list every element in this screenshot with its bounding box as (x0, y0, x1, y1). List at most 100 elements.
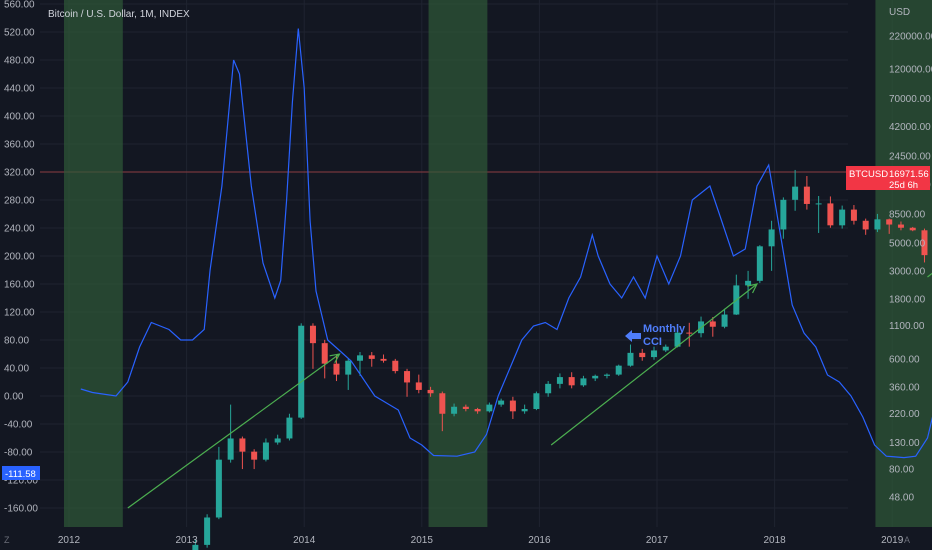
candle-body (603, 374, 610, 376)
annotation-line1: Monthly (643, 323, 686, 335)
candle-body (521, 408, 528, 412)
corner-left-icon[interactable]: Z (4, 535, 10, 545)
candle (592, 374, 599, 382)
candle-body (298, 325, 305, 418)
candle-body (745, 280, 752, 286)
candle-body (227, 438, 234, 460)
candle (815, 195, 822, 233)
left-tick-label: 480.00 (4, 56, 35, 67)
candle-body (545, 383, 552, 394)
countdown-label: 25d 6h (889, 180, 918, 191)
right-tick-label: 70000.00 (889, 94, 931, 105)
candle-body (651, 350, 657, 358)
candle-body (909, 227, 916, 231)
candle-body (474, 408, 481, 412)
x-tick-label: 2019 (881, 535, 904, 546)
candle (521, 404, 528, 414)
candle (192, 539, 199, 550)
candle (545, 381, 552, 397)
x-tick-label: 2014 (293, 535, 316, 546)
candle (309, 323, 316, 369)
left-tick-label: 160.00 (4, 280, 35, 291)
candle-body (498, 400, 505, 405)
right-tick-label: 80.00 (889, 465, 914, 476)
right-tick-label: 42000.00 (889, 122, 931, 133)
left-tick-label: 400.00 (4, 112, 35, 123)
candle-body (627, 352, 634, 366)
candle (651, 346, 657, 360)
arrow-head-icon (329, 353, 341, 364)
left-tick-label: 80.00 (4, 336, 29, 347)
candle (474, 407, 481, 414)
price-badge: BTCUSD 16971.56 25d 6h (846, 166, 930, 191)
candle-body (839, 209, 846, 226)
candle (709, 317, 716, 337)
trend-arrows (127, 272, 932, 509)
candle (415, 374, 422, 394)
left-tick-label: 320.00 (4, 168, 35, 179)
trend-arrow-line (127, 353, 340, 509)
candle (768, 220, 775, 271)
candle-body (262, 442, 269, 460)
right-axis: 220000.00 120000.00 70000.00 42000.00 24500.… (889, 32, 932, 504)
right-axis-label: USD (889, 7, 910, 18)
candle-body (204, 517, 211, 545)
candle (368, 352, 375, 367)
cci-badge-box (2, 466, 40, 480)
right-tick-label: 24500.00 (889, 152, 931, 163)
candle-body (592, 375, 599, 379)
candle (639, 348, 646, 361)
right-tick-label: 48.00 (889, 493, 914, 504)
candle (321, 339, 328, 379)
price-candles (192, 169, 928, 550)
candle (686, 322, 693, 347)
candle-body (874, 219, 881, 230)
left-tick-label: 40.00 (4, 364, 29, 375)
candle (462, 404, 469, 412)
highlight-region (428, 0, 488, 527)
candle (792, 169, 799, 211)
candle-body (780, 199, 787, 230)
left-tick-label: 280.00 (4, 196, 35, 207)
candle (498, 398, 505, 407)
candle (897, 221, 904, 231)
candle (568, 372, 575, 389)
candle (756, 245, 763, 284)
x-axis: 2012201320142015201620172018201920202021… (58, 535, 904, 546)
candle (874, 213, 881, 233)
corner-right-icon[interactable]: A (904, 535, 910, 545)
annotation-line2: CCI (643, 336, 662, 348)
candle-body (368, 355, 375, 359)
highlight-regions (64, 0, 932, 527)
right-tick-label: 1800.00 (889, 294, 926, 305)
candle-body (251, 451, 258, 460)
candle-body (462, 406, 469, 409)
left-tick-label: -160.00 (4, 504, 38, 515)
candle-body (886, 219, 893, 225)
candle-body (380, 358, 387, 361)
candle-body (662, 346, 669, 351)
x-tick-label: 2013 (175, 535, 198, 546)
cci-badge: -111.58 (2, 466, 40, 480)
left-tick-label: 360.00 (4, 140, 35, 151)
x-tick-label: 2012 (58, 535, 81, 546)
arrow-left-icon (625, 330, 641, 342)
candle (862, 218, 869, 235)
candle-body (674, 332, 681, 347)
candle (215, 446, 222, 520)
cci-annotation: Monthly CCI (625, 323, 686, 348)
candle-body (309, 325, 316, 344)
candle (380, 354, 387, 363)
candle-body (721, 314, 728, 327)
candle-body (392, 360, 399, 372)
left-tick-label: 120.00 (4, 308, 35, 319)
candle (286, 413, 293, 441)
candle-body (921, 230, 928, 256)
left-tick-label: -80.00 (4, 448, 33, 459)
left-tick-label: 240.00 (4, 224, 35, 235)
x-tick-label: 2015 (411, 535, 434, 546)
candle (357, 352, 363, 376)
chart-title: Bitcoin / U.S. Dollar, 1M, INDEX (48, 9, 190, 20)
candle-body (897, 224, 904, 228)
